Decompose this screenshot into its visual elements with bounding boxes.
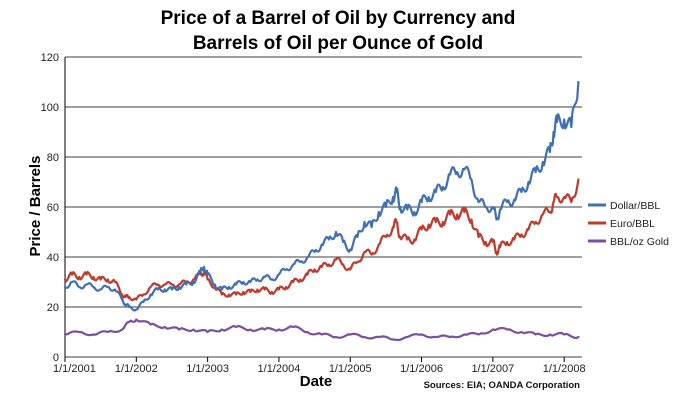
- y-tick-label: 120: [41, 52, 59, 64]
- x-axis-label: Date: [300, 373, 333, 390]
- y-tick-label: 20: [47, 302, 59, 314]
- y-tick-label: 40: [47, 252, 59, 264]
- x-tick-label: 1/1/2004: [258, 363, 301, 375]
- x-tick-label: 1/1/2008: [543, 363, 586, 375]
- legend-label: BBL/oz Gold: [610, 236, 669, 248]
- y-axis-label: Price / Barrels: [27, 156, 44, 257]
- legend-label: Dollar/BBL: [610, 200, 660, 212]
- legend-label: Euro/BBL: [610, 218, 655, 230]
- chart-title-line-2: Barrels of Oil per Ounce of Gold: [193, 33, 483, 54]
- series-line-bbl-oz-gold: [63, 318, 580, 342]
- legend: Dollar/BBL Euro/BBL BBL/oz Gold: [588, 200, 669, 248]
- series-line-dollar-bbl: [63, 80, 580, 312]
- source-note: Sources: EIA; OANDA Corporation: [424, 380, 581, 391]
- y-axis-ticks: 0 20 40 60 80 100 120: [41, 52, 59, 364]
- y-tick-label: 0: [53, 352, 59, 364]
- chart-title-line-1: Price of a Barrel of Oil by Currency and: [161, 8, 516, 29]
- x-tick-label: 1/1/2006: [400, 363, 443, 375]
- x-axis-ticks: 1/1/2001 1/1/2002 1/1/2003 1/1/2004 1/1/2005…: [53, 357, 586, 375]
- series-lines: [63, 80, 580, 342]
- y-tick-label: 80: [47, 152, 59, 164]
- y-tick-label: 60: [47, 202, 59, 214]
- gridlines: [64, 56, 582, 358]
- x-tick-label: 1/1/2002: [115, 363, 158, 375]
- x-tick-label: 1/1/2007: [471, 363, 514, 375]
- x-tick-label: 1/1/2001: [53, 363, 96, 375]
- y-tick-label: 100: [41, 102, 59, 114]
- x-tick-label: 1/1/2005: [329, 363, 372, 375]
- x-tick-label: 1/1/2003: [186, 363, 229, 375]
- series-line-euro-bbl: [63, 178, 580, 302]
